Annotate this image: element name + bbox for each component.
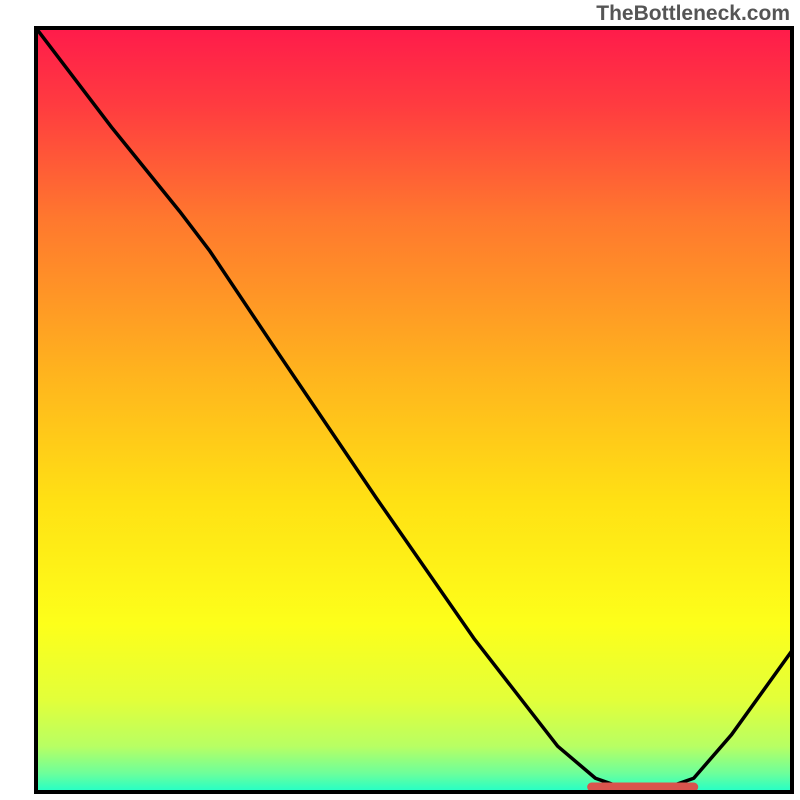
- bottleneck-chart: [0, 0, 800, 800]
- chart-gradient-background: [36, 28, 792, 792]
- watermark-text: TheBottleneck.com: [596, 2, 790, 26]
